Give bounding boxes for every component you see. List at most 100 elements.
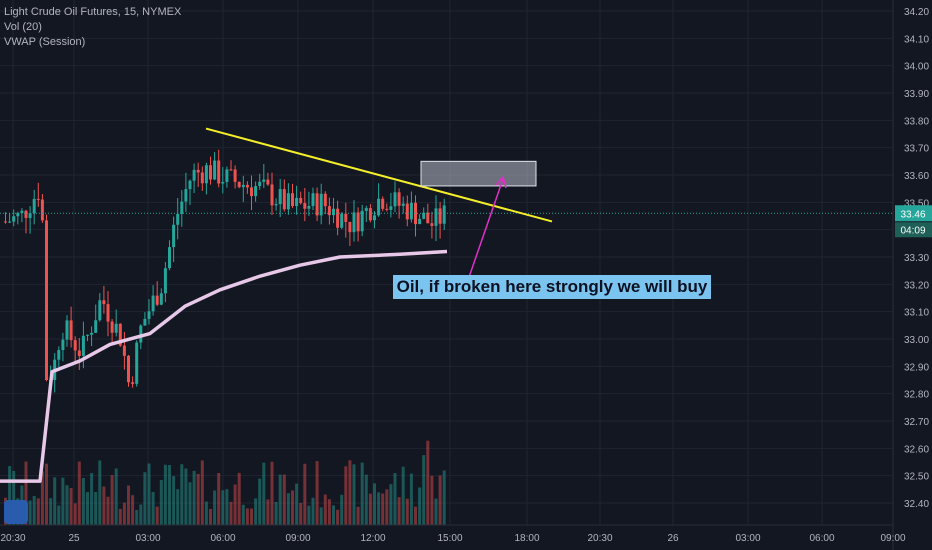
- volume-bar: [393, 473, 397, 525]
- volume-bar: [258, 478, 262, 525]
- vwap-indicator-label[interactable]: VWAP (Session): [4, 36, 86, 48]
- volume-bar: [414, 506, 417, 525]
- volume-bar: [151, 492, 155, 525]
- price-tick-label: 33.50: [904, 198, 929, 209]
- volume-bar: [192, 470, 196, 525]
- price-tick-label: 33.60: [904, 171, 929, 182]
- volume-bar: [127, 485, 130, 525]
- candle-down: [73, 340, 77, 351]
- volume-bar: [352, 464, 356, 525]
- volume-bar: [118, 508, 122, 525]
- volume-bar: [77, 461, 81, 525]
- price-tick-label: 32.70: [904, 417, 929, 428]
- annotation-label[interactable]: Oil, if broken here strongly we will buy: [393, 275, 711, 299]
- volume-bar: [65, 485, 69, 525]
- candle-up: [373, 215, 376, 221]
- volume-bar: [442, 470, 446, 525]
- volume-bar: [373, 483, 376, 525]
- candle-down: [217, 160, 221, 184]
- volume-bar: [389, 484, 393, 525]
- volume-bar: [426, 440, 430, 525]
- candle-up: [65, 320, 69, 340]
- volume-bar: [323, 494, 327, 525]
- volume-bar: [266, 499, 270, 525]
- candle-down: [229, 169, 233, 171]
- price-tick-label: 33.90: [904, 89, 929, 100]
- volume-bar: [418, 487, 422, 525]
- candle-down: [303, 203, 307, 209]
- volume-bar: [147, 463, 151, 525]
- volume-indicator-label[interactable]: Vol (20): [4, 21, 42, 33]
- volume-bar: [196, 473, 200, 525]
- candle-up: [176, 213, 180, 225]
- volume-bar: [69, 488, 73, 525]
- volume-bar: [143, 472, 147, 525]
- price-tick-label: 32.50: [904, 472, 929, 483]
- candle-down: [69, 320, 73, 341]
- volume-bar: [430, 475, 434, 525]
- volume-bar: [327, 499, 331, 525]
- candle-up: [143, 318, 147, 326]
- candle-up: [86, 334, 89, 336]
- candle-up: [61, 339, 65, 351]
- candle-down: [266, 179, 270, 185]
- candle-up: [184, 189, 188, 202]
- volume-bar: [332, 505, 335, 525]
- volume-bar: [250, 508, 253, 525]
- candle-down: [209, 165, 212, 180]
- volume-bar: [40, 471, 44, 525]
- volume-bar: [159, 479, 163, 525]
- time-tick-label: 06:00: [210, 533, 235, 544]
- time-axis: 20:30 25 03:00 06:00 09:00 12:00 15:00 18:00 20:…: [0, 524, 906, 544]
- price-tick-label: 32.40: [904, 499, 929, 510]
- candle-down: [250, 187, 253, 197]
- candle-down: [45, 220, 48, 380]
- tradingview-logo-icon[interactable]: [4, 500, 28, 524]
- volume-bar: [209, 508, 212, 525]
- time-tick-label: 09:00: [880, 533, 905, 544]
- candle-down: [131, 382, 135, 384]
- candle-down: [336, 208, 340, 228]
- candle-down: [118, 323, 122, 346]
- candle-up: [98, 300, 102, 321]
- volume-bar: [385, 489, 389, 525]
- arrow-head: [495, 175, 507, 189]
- volume-bar: [53, 477, 57, 525]
- candle-up: [225, 169, 229, 182]
- candle-down: [122, 345, 126, 356]
- candle-up: [286, 193, 290, 210]
- time-tick-label: 06:00: [809, 533, 834, 544]
- candle-down: [291, 193, 294, 207]
- candle-down: [381, 198, 385, 209]
- candle-down: [426, 212, 430, 224]
- candle-up: [393, 192, 397, 207]
- candle-up: [311, 193, 315, 206]
- volume-bar: [319, 507, 323, 525]
- volume-bar: [32, 495, 36, 525]
- volume-bar: [86, 492, 89, 525]
- price-tick-label: 34.10: [904, 34, 929, 45]
- volume-bar: [434, 498, 438, 525]
- volume-bar: [36, 498, 40, 525]
- target-box: [420, 160, 537, 187]
- candle-up: [377, 198, 381, 216]
- symbol-title[interactable]: Light Crude Oil Futures, 15, NYMEX: [4, 6, 182, 18]
- chart-legend: Light Crude Oil Futures, 15, NYMEX Vol (…: [4, 5, 181, 50]
- volume-bar: [307, 505, 311, 525]
- candle-up: [139, 325, 143, 343]
- volume-bar: [405, 498, 409, 525]
- candle-down: [196, 169, 200, 173]
- candle-up: [147, 311, 151, 319]
- candle-down: [327, 206, 331, 216]
- candle-up: [364, 208, 368, 211]
- candle-up: [434, 208, 438, 226]
- volume-bar: [102, 486, 106, 525]
- candle-down: [348, 221, 352, 233]
- candle-up: [192, 169, 196, 181]
- candle-up: [262, 179, 266, 182]
- volume-bar: [282, 474, 286, 525]
- volume-bar: [344, 466, 348, 525]
- volume-bar: [155, 506, 159, 525]
- candle-up: [57, 350, 61, 360]
